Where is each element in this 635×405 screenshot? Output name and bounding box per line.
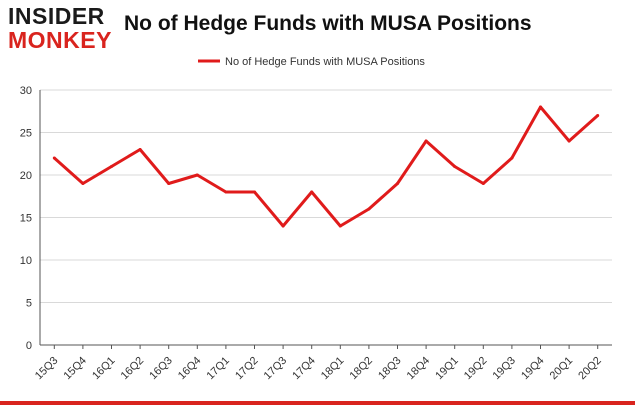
data-point xyxy=(81,182,85,185)
x-tick-label: 16Q3 xyxy=(147,355,175,383)
x-tick-label: 17Q4 xyxy=(290,355,318,383)
x-tick-label: 17Q3 xyxy=(262,355,290,383)
y-tick-label: 30 xyxy=(20,85,32,97)
y-tick-label: 5 xyxy=(26,298,32,310)
data-point xyxy=(567,139,571,143)
x-tick-label: 20Q2 xyxy=(576,355,604,383)
y-tick-label: 15 xyxy=(20,213,32,225)
data-point xyxy=(396,182,399,185)
data-point xyxy=(110,165,113,168)
chart-title: No of Hedge Funds with MUSA Positions xyxy=(124,12,532,35)
insider-monkey-logo: INSIDER MONKEY xyxy=(8,4,116,54)
x-tick-label: 19Q2 xyxy=(462,355,490,383)
data-point xyxy=(367,207,371,211)
logo-text-monkey: MONKEY xyxy=(8,27,112,53)
logo-text-insider: INSIDER xyxy=(8,3,105,29)
data-point xyxy=(596,114,600,117)
data-point xyxy=(138,148,142,151)
bottom-accent-rule xyxy=(0,401,635,405)
data-point xyxy=(424,139,428,143)
data-point xyxy=(195,173,199,177)
x-tick-label: 15Q4 xyxy=(61,355,89,383)
x-tick-label: 19Q3 xyxy=(490,355,518,383)
data-point xyxy=(167,182,171,185)
data-point xyxy=(253,190,256,194)
data-point xyxy=(510,156,514,160)
x-tick-label: 16Q2 xyxy=(119,355,147,383)
data-point xyxy=(310,190,314,194)
data-point xyxy=(52,156,56,160)
y-tick-label: 25 xyxy=(20,128,32,140)
y-tick-label: 0 xyxy=(26,340,32,352)
x-tick-label: 17Q1 xyxy=(204,355,232,383)
y-tick-label: 20 xyxy=(20,170,32,182)
data-point xyxy=(224,190,228,194)
x-tick-label: 16Q1 xyxy=(90,355,118,383)
x-tick-label: 20Q1 xyxy=(548,355,576,383)
x-tick-label: 16Q4 xyxy=(176,355,204,383)
y-tick-label: 10 xyxy=(20,255,32,267)
x-tick-label: 15Q3 xyxy=(33,355,61,383)
x-tick-label: 18Q3 xyxy=(376,355,404,383)
x-tick-label: 17Q2 xyxy=(233,355,261,383)
x-tick-label: 18Q2 xyxy=(347,355,375,383)
x-tick-label: 18Q4 xyxy=(405,355,433,383)
data-point xyxy=(281,224,285,228)
series-line xyxy=(53,105,599,228)
data-point xyxy=(481,182,485,185)
data-point xyxy=(453,165,457,168)
x-tick-label: 19Q1 xyxy=(433,355,461,383)
legend-label: No of Hedge Funds with MUSA Positions xyxy=(225,56,425,68)
data-point xyxy=(539,105,542,109)
data-point xyxy=(338,224,342,228)
x-tick-label: 19Q4 xyxy=(519,355,547,383)
x-tick-label: 18Q1 xyxy=(319,355,347,383)
